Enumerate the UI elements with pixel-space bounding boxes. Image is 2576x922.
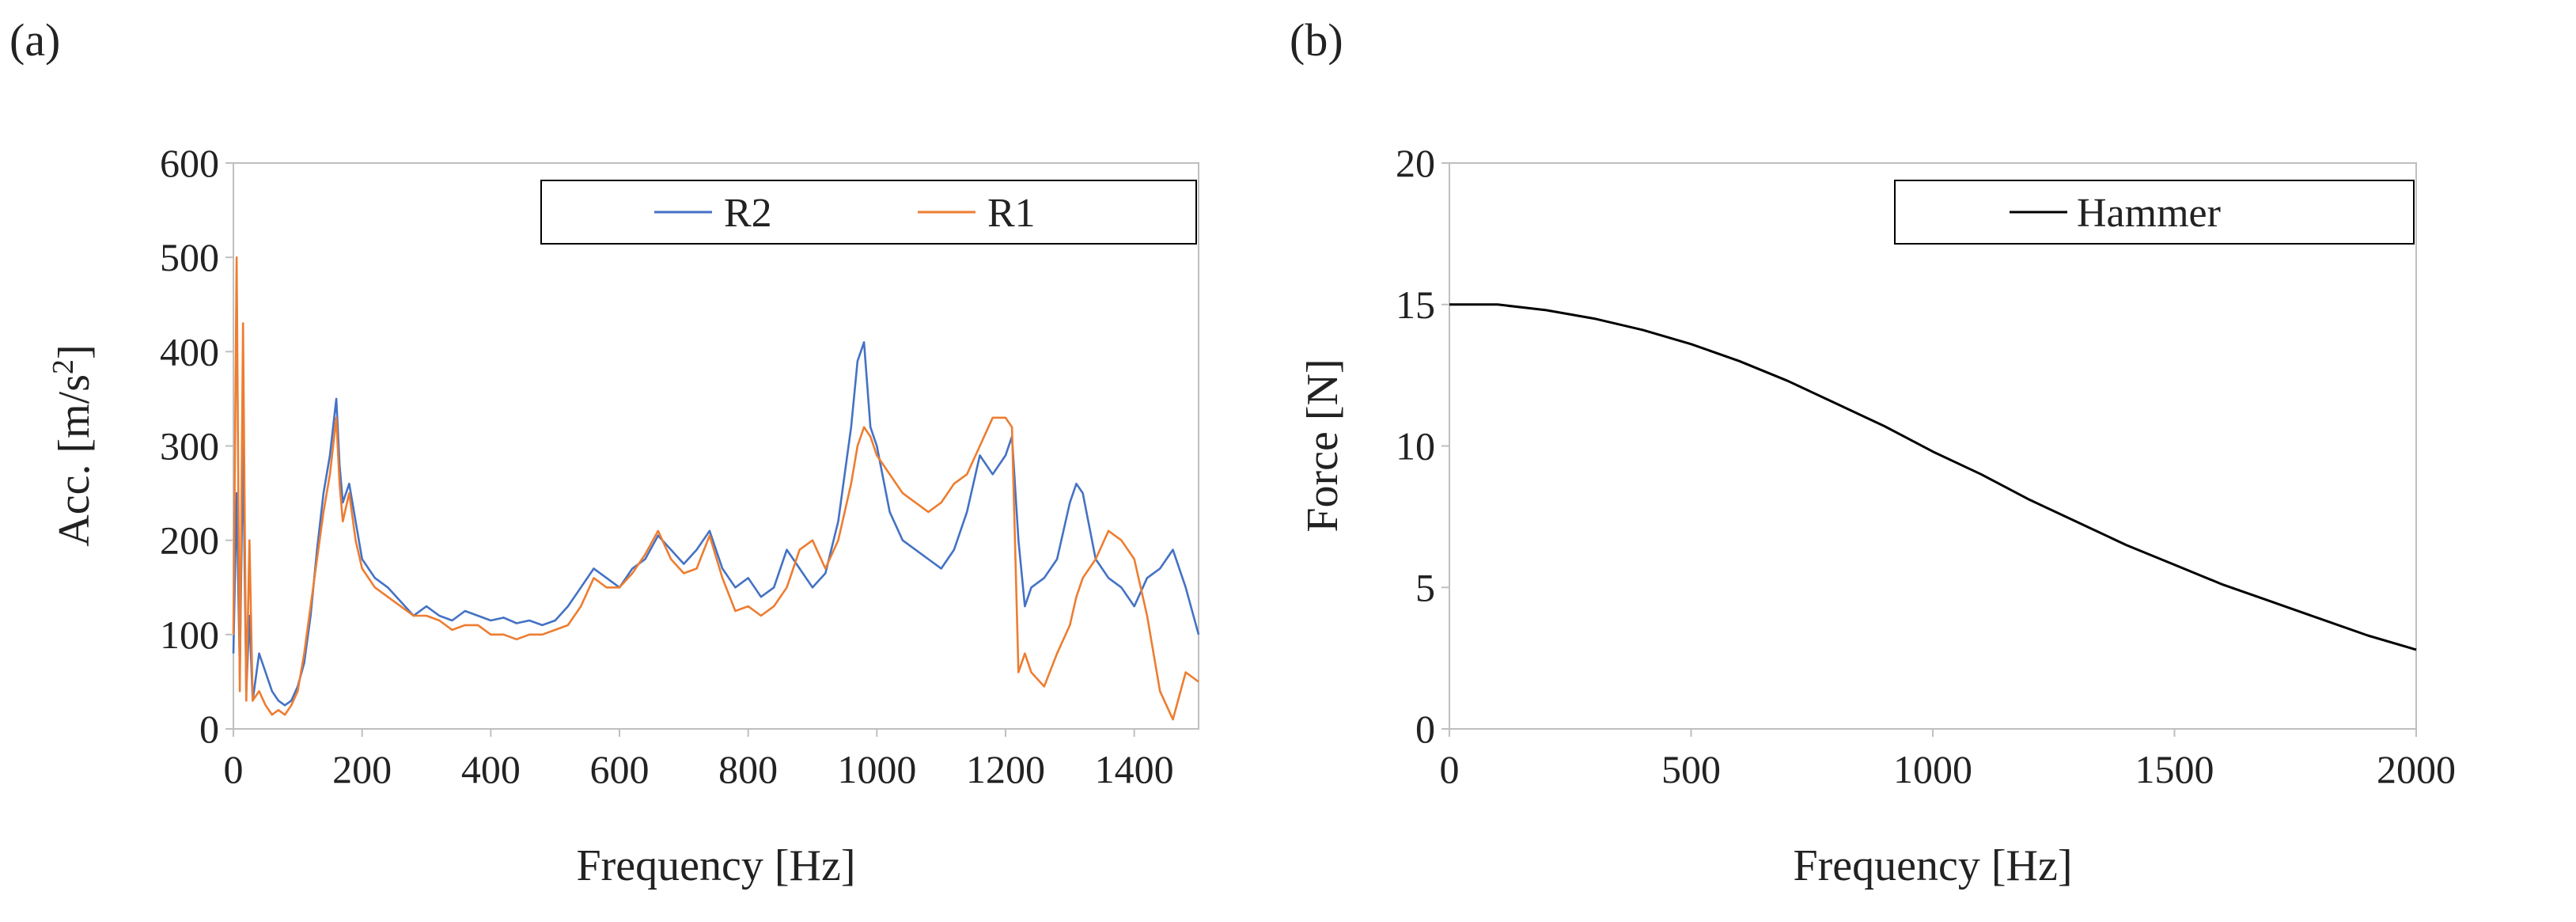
panel-a-y-tick-label: 0 — [199, 707, 219, 751]
panel-b-legend: Hammer — [1894, 180, 2415, 245]
panel-a-y-ticks: 0 100 200 300 400 500 600 — [160, 141, 233, 751]
panel-b-y-tick-label: 15 — [1396, 283, 1435, 327]
panel-b-x-tick-label: 2000 — [2377, 747, 2456, 791]
panel-a-y-axis-title-end: ] — [50, 344, 99, 359]
panel-b-x-tick-label: 500 — [1661, 747, 1721, 791]
panel-a-y-tick-label: 600 — [160, 141, 219, 185]
panel-a-y-axis-title-main: Acc. [m/s — [50, 374, 99, 547]
legend-label-r2: R2 — [724, 191, 772, 236]
legend-label-r1: R1 — [987, 191, 1036, 236]
panel-a-chart: (a) 0 200 400 600 800 1000 1200 1400 0 100 200 300… — [9, 14, 1200, 890]
panel-a-legend: R2 R1 — [540, 180, 1197, 245]
legend-label-hammer: Hammer — [2077, 191, 2221, 236]
panel-a-y-tick-label: 500 — [160, 235, 219, 279]
panel-b-x-tick-label: 1500 — [2135, 747, 2214, 791]
panel-a-x-tick-label: 1200 — [966, 747, 1045, 791]
panel-b-x-tick-label: 0 — [1440, 747, 1460, 791]
panel-a-x-tick-label: 1400 — [1095, 747, 1174, 791]
panel-b-series-group — [1449, 303, 2417, 651]
panel-a-x-tick-label: 600 — [590, 747, 650, 791]
panel-b-y-axis-title: Force [N] — [1298, 359, 1347, 532]
panel-a-y-tick-label: 200 — [160, 518, 219, 563]
panel-a-x-tick-label: 800 — [718, 747, 778, 791]
panel-a-label: (a) — [9, 14, 60, 66]
panel-a-plot-area — [233, 162, 1199, 730]
panel-a-series-group — [232, 256, 1200, 721]
panel-b-x-axis-title: Frequency [Hz] — [1794, 841, 2073, 890]
panel-b-label: (b) — [1290, 14, 1343, 66]
panel-b-y-tick-label: 5 — [1415, 565, 1435, 609]
panel-b-y-tick-label: 0 — [1415, 707, 1435, 751]
panel-a-x-ticks: 0 200 400 600 800 1000 1200 1400 — [224, 729, 1174, 791]
panel-a-y-tick-label: 400 — [160, 329, 219, 374]
panel-a-x-axis-title: Frequency [Hz] — [577, 841, 856, 890]
panel-b-y-tick-label: 10 — [1396, 424, 1435, 469]
panel-a-y-axis-title: Acc. [m/s2] — [47, 344, 99, 546]
series-line-hammer — [1449, 303, 2417, 651]
panel-b-y-ticks: 0 5 10 15 20 — [1396, 141, 1449, 751]
panel-a-legend-box — [540, 180, 1197, 245]
panel-a-x-tick-label: 1000 — [837, 747, 916, 791]
panel-b-chart: (b) 0 500 1000 1500 2000 0 5 10 15 20 Frequency … — [1290, 14, 2456, 890]
panel-a-x-tick-label: 400 — [461, 747, 521, 791]
panel-b-x-ticks: 0 500 1000 1500 2000 — [1440, 729, 2456, 791]
panel-b-x-tick-label: 1000 — [1893, 747, 1972, 791]
panel-b-plot-area — [1449, 162, 2417, 730]
series-line-r1 — [232, 256, 1199, 721]
panel-a-x-tick-label: 0 — [224, 747, 244, 791]
panel-a-y-axis-title-sup: 2 — [47, 359, 80, 374]
panel-a-y-tick-label: 300 — [160, 424, 219, 469]
panel-b-y-tick-label: 20 — [1396, 141, 1435, 185]
panel-a-y-tick-label: 100 — [160, 613, 219, 657]
panel-a-x-tick-label: 200 — [332, 747, 392, 791]
panel-b-legend-box — [1894, 180, 2415, 245]
